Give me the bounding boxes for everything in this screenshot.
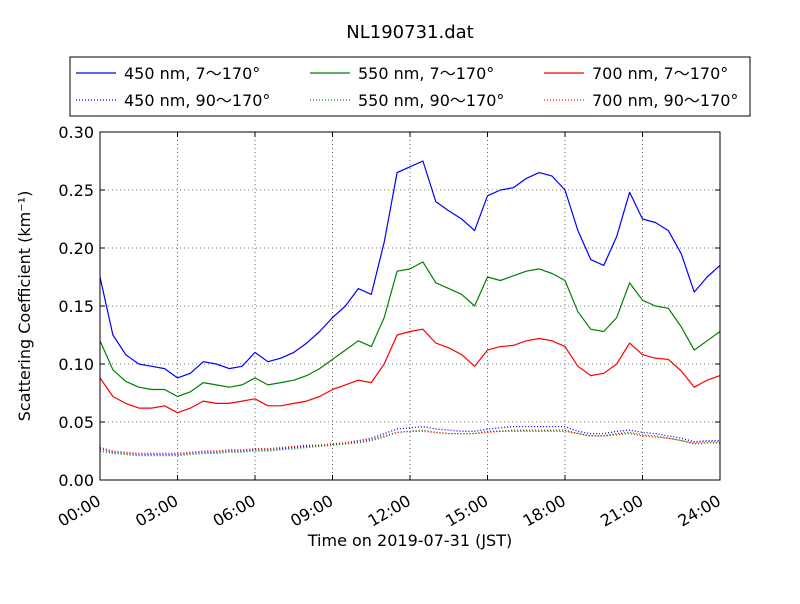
legend-label: 550 nm, 7～170° [358, 64, 494, 83]
series-line-0 [99, 160, 721, 379]
x-tick-label: 24:00 [675, 491, 724, 531]
legend-box [69, 56, 751, 117]
x-tick-label: 09:00 [287, 491, 336, 531]
y-tick-label: 0.25 [58, 181, 94, 200]
legend-label: 700 nm, 7～170° [592, 64, 728, 83]
y-tick-label: 0.15 [58, 297, 94, 316]
x-tick-label: 03:00 [132, 491, 181, 531]
y-tick-label: 0.05 [58, 413, 94, 432]
y-tick-label: 0.10 [58, 355, 94, 374]
legend: 450 nm, 7～170° 550 nm, 7～170° 700 nm, 7～17… [69, 56, 751, 117]
y-axis-label: Scattering Coefficient (km⁻¹) [15, 191, 34, 422]
series-line-5 [99, 430, 720, 454]
x-tick-label: 12:00 [365, 491, 414, 531]
x-axis-label: Time on 2019-07-31 (JST) [307, 531, 512, 550]
x-tick-label: 15:00 [442, 491, 491, 531]
legend-label: 450 nm, 90～170° [124, 91, 270, 110]
y-tick-label: 0.00 [58, 471, 94, 490]
series-line-2 [99, 328, 721, 414]
y-tick-label: 0.20 [58, 239, 94, 258]
legend-label: 550 nm, 90～170° [358, 91, 504, 110]
y-tick-label: 0.30 [58, 123, 94, 142]
legend-label: 700 nm, 90～170° [592, 91, 738, 110]
x-tick-label: 00:00 [55, 491, 104, 531]
chart-title: NL190731.dat [346, 22, 473, 43]
plot-area: 00:00 03:00 06:00 09:00 12:00 15:00 18:00 21:00… [55, 123, 724, 531]
legend-label: 450 nm, 7～170° [124, 64, 260, 83]
x-tick-label: 06:00 [210, 491, 259, 531]
series-line-1 [99, 261, 721, 398]
x-tick-label: 21:00 [597, 491, 646, 531]
x-tick-label: 18:00 [520, 491, 569, 531]
